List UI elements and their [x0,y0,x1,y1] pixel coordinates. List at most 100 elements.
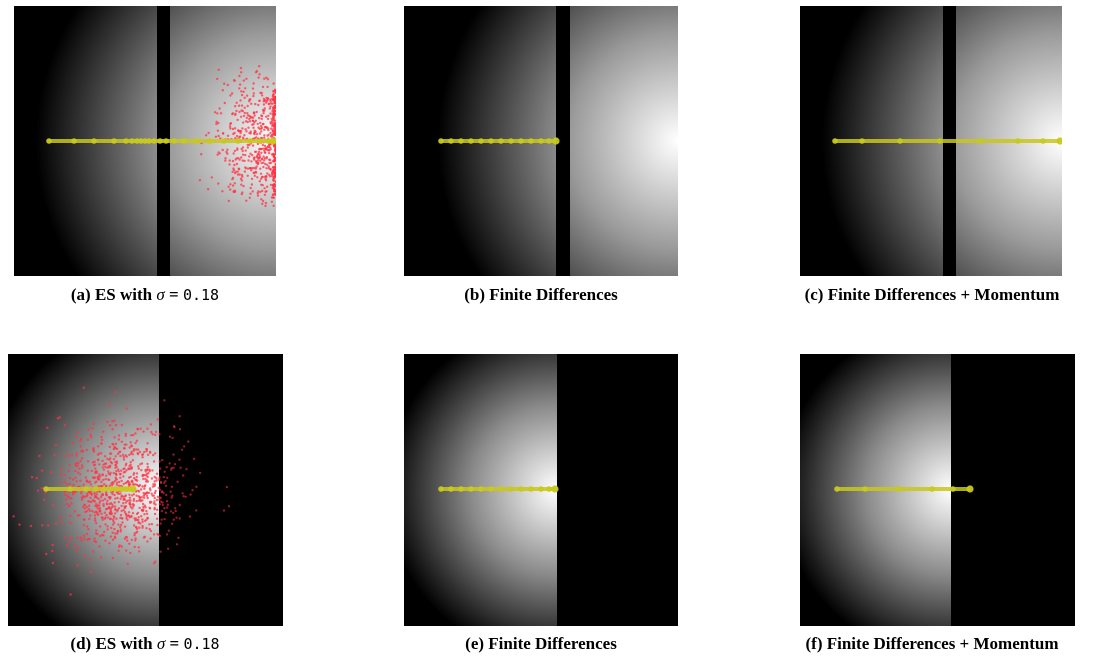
sample-point [172,425,176,428]
sample-point [117,492,120,496]
sample-point [229,183,232,186]
trajectory-point [518,138,524,144]
sample-point [99,534,102,538]
sample-point [233,182,236,185]
sample-point [221,89,224,92]
caption-method: Finite Differences + Momentum [827,285,1060,304]
sample-point [133,476,136,480]
sample-point [272,90,275,93]
sample-point [96,533,99,536]
sample-point [89,433,92,437]
sample-point [113,446,116,449]
sample-point [141,524,144,528]
trajectory-point [235,138,241,144]
sample-point [155,498,159,502]
trajectory-point [257,138,263,144]
sample-point [82,483,85,486]
sample-point [138,484,142,487]
trajectory-point [498,486,504,492]
sample-point [237,104,241,107]
sample-point [96,496,99,499]
trajectory-point [46,138,52,144]
sample-point [264,179,268,182]
trajectory-point [138,138,144,144]
sample-point [274,96,276,99]
sample-point [216,77,219,81]
sample-point [274,168,276,172]
sample-point [257,126,260,129]
sample-point [105,503,109,506]
sample-point [180,448,184,451]
sample-point [110,512,114,515]
sample-point [137,465,140,468]
sample-point [158,488,162,491]
sample-point [117,438,121,441]
sample-point [150,492,153,495]
sample-point [154,433,157,437]
sample-point [132,493,136,496]
sample-point [124,494,128,497]
sample-point [255,70,259,73]
sample-point [159,550,162,553]
trajectory-point [977,138,983,144]
sample-point [68,540,71,544]
sample-point [264,204,267,208]
sample-point [98,509,102,513]
sample-point [204,134,208,137]
sample-point [130,445,133,448]
sample-point [227,505,231,508]
caption-method: Finite Differences [488,634,617,653]
sample-point [93,517,97,520]
sample-point [149,451,152,454]
sample-point [254,170,257,174]
sample-point [248,114,251,118]
sample-point [121,521,124,524]
sample-point [272,176,276,180]
trajectory-point [546,138,552,144]
sample-point [109,502,113,505]
sample-point [75,461,79,465]
sample-point [71,442,75,445]
sample-point [272,114,276,117]
sample-point [131,459,135,462]
sample-point [112,458,116,461]
sample-point [242,121,245,124]
trajectory-point [1040,138,1046,144]
sigma-symbol: σ [156,634,166,653]
sample-point [89,570,93,574]
sample-point [198,471,202,475]
sample-point [162,491,165,495]
sample-point [137,521,140,524]
sample-point [94,540,98,544]
sample-point [149,537,152,540]
sample-point [241,159,244,162]
trajectory-point [247,138,253,144]
caption-c: (c) Finite Differences + Momentum [752,285,1106,305]
sample-point [125,549,128,552]
sample-point [170,485,174,488]
sample-point [175,516,178,519]
sample-point [258,132,262,135]
sample-point [132,473,135,476]
sample-point [226,152,229,155]
sample-point [118,473,122,476]
trajectory-point [1056,137,1062,145]
sample-point [114,532,117,535]
sample-point [243,134,246,137]
sample-point [148,527,151,531]
sample-point [115,469,118,473]
sample-point [135,512,139,516]
trajectory-point [551,485,559,493]
sample-point [99,452,103,455]
sample-point [119,476,122,479]
sample-point [146,465,149,469]
sample-point [87,528,90,531]
sample-point [54,522,58,525]
sample-point [108,402,111,406]
sample-point [96,504,100,507]
sample-point [98,545,101,548]
trajectory-point [118,486,124,492]
sample-point [239,99,242,102]
sample-point [72,483,75,487]
sample-point [260,94,264,97]
